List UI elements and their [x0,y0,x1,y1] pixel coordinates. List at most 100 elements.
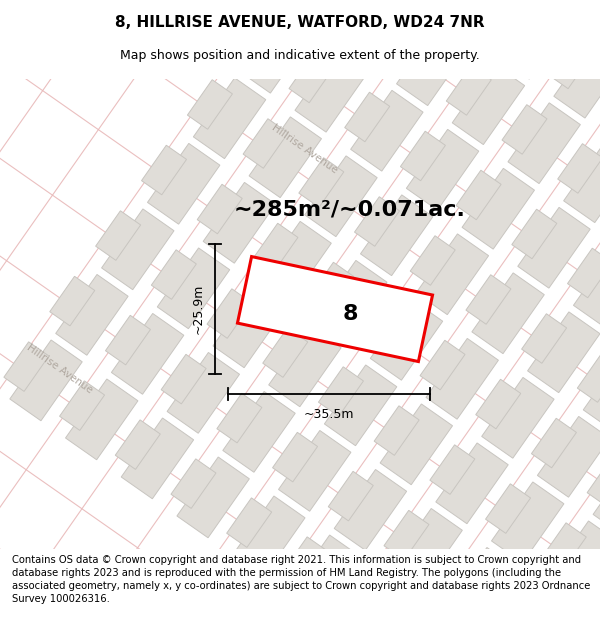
Polygon shape [344,92,390,142]
Polygon shape [59,381,104,431]
Polygon shape [512,209,557,259]
Polygon shape [115,420,160,469]
Polygon shape [217,393,262,443]
Polygon shape [485,484,530,533]
Polygon shape [593,456,600,536]
Polygon shape [157,248,230,329]
Polygon shape [148,143,220,224]
Polygon shape [597,562,600,611]
Polygon shape [207,289,252,338]
Polygon shape [197,184,242,234]
Polygon shape [151,250,196,299]
Polygon shape [278,431,351,511]
Polygon shape [142,145,187,195]
Text: ~285m²/~0.071ac.: ~285m²/~0.071ac. [234,199,466,219]
Text: Map shows position and indicative extent of the property.: Map shows position and indicative extent… [120,49,480,62]
Polygon shape [587,458,600,507]
Polygon shape [299,158,344,208]
Polygon shape [50,276,95,326]
Polygon shape [213,287,286,368]
Polygon shape [305,156,377,237]
Polygon shape [106,316,151,365]
Polygon shape [263,328,308,378]
Polygon shape [253,223,298,272]
Polygon shape [426,338,499,419]
Polygon shape [508,103,580,184]
Polygon shape [243,119,288,168]
Polygon shape [227,498,272,548]
Polygon shape [233,14,278,64]
Polygon shape [446,548,518,625]
Text: 8: 8 [342,304,358,324]
Polygon shape [259,221,331,302]
Polygon shape [328,471,373,521]
Polygon shape [95,211,140,261]
Polygon shape [574,246,600,327]
Polygon shape [583,351,600,432]
Polygon shape [10,340,82,421]
Polygon shape [314,261,387,341]
Polygon shape [527,312,600,392]
Polygon shape [338,576,383,625]
Polygon shape [380,404,452,485]
Polygon shape [384,511,429,560]
Polygon shape [446,66,491,115]
Polygon shape [374,406,419,456]
Polygon shape [269,326,341,407]
Polygon shape [538,416,600,498]
Polygon shape [112,314,184,394]
Polygon shape [472,273,544,354]
Polygon shape [466,275,511,324]
Polygon shape [548,39,593,89]
Polygon shape [476,379,521,429]
Polygon shape [350,91,423,171]
Polygon shape [568,248,600,298]
Text: 8, HILLRISE AVENUE, WATFORD, WD24 7NR: 8, HILLRISE AVENUE, WATFORD, WD24 7NR [115,15,485,30]
Polygon shape [452,64,524,144]
Polygon shape [563,142,600,222]
Polygon shape [121,418,194,499]
Polygon shape [101,209,174,290]
Polygon shape [532,418,577,468]
Polygon shape [56,274,128,355]
Polygon shape [223,391,295,472]
Polygon shape [456,170,501,220]
Polygon shape [171,459,216,508]
Polygon shape [193,78,266,159]
Text: Hillrise Avenue: Hillrise Avenue [270,122,340,176]
Text: ~35.5m: ~35.5m [304,408,354,421]
Polygon shape [233,496,305,577]
Polygon shape [420,340,465,390]
Polygon shape [289,535,361,616]
Polygon shape [238,257,433,361]
Polygon shape [341,0,413,67]
Polygon shape [177,457,250,538]
Polygon shape [492,0,537,49]
Polygon shape [440,549,485,599]
Polygon shape [203,182,275,263]
Polygon shape [400,131,445,181]
Polygon shape [518,208,590,288]
Polygon shape [577,352,600,402]
Polygon shape [491,482,564,562]
Polygon shape [436,443,508,524]
Polygon shape [498,0,571,79]
Polygon shape [406,129,479,210]
Polygon shape [502,104,547,154]
Polygon shape [390,509,463,589]
Text: ~25.9m: ~25.9m [192,284,205,334]
Polygon shape [462,168,535,249]
Polygon shape [410,236,455,285]
Polygon shape [308,262,353,312]
Polygon shape [161,354,206,404]
Polygon shape [4,342,49,391]
Polygon shape [397,25,469,106]
Polygon shape [65,379,138,460]
Polygon shape [361,195,433,276]
Polygon shape [364,301,409,351]
Polygon shape [249,117,322,198]
Polygon shape [289,53,334,102]
Polygon shape [482,378,554,458]
Polygon shape [521,314,566,363]
Polygon shape [370,299,443,380]
